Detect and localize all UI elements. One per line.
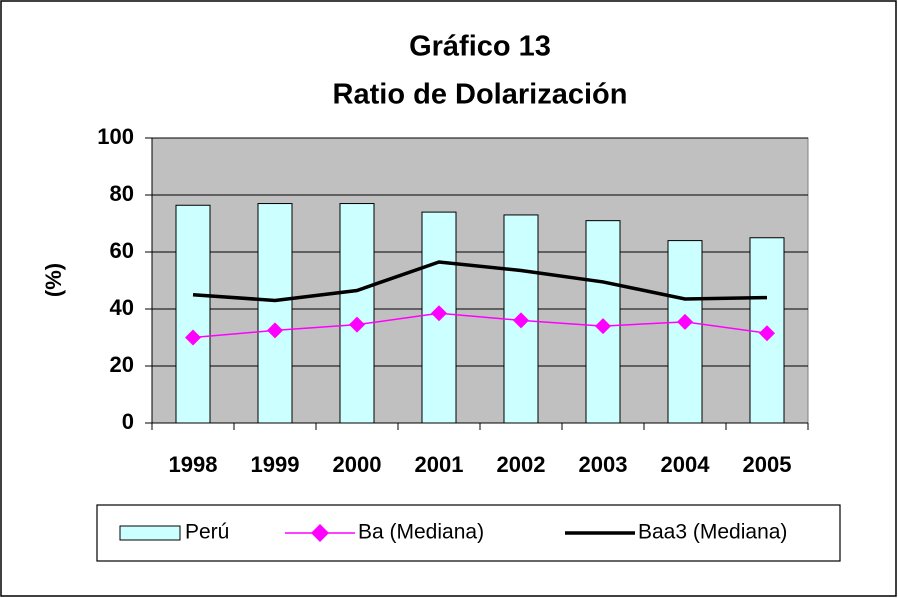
chart-subtitle: Ratio de Dolarización	[333, 79, 628, 111]
x-tick-label: 2000	[333, 452, 382, 477]
y-tick-label: 100	[97, 124, 134, 149]
line	[192, 312, 768, 339]
point	[759, 325, 775, 342]
point	[595, 318, 611, 335]
legend-box	[96, 504, 841, 562]
x-tick-label: 2005	[743, 452, 792, 477]
x-tick-label: 2001	[415, 452, 464, 477]
bar	[257, 203, 293, 424]
legend-label: Baa3 (Mediana)	[638, 521, 787, 544]
point	[677, 313, 693, 330]
y-tick-label: 60	[110, 238, 134, 263]
legend-label: Perú	[185, 521, 229, 544]
x-tick-label: 1999	[251, 452, 300, 477]
point	[267, 322, 283, 339]
x-tick-label: 2004	[661, 452, 711, 477]
legend-label: Ba (Mediana)	[358, 521, 484, 544]
bar	[175, 204, 211, 424]
x-tick-label: 2003	[579, 452, 628, 477]
bar	[667, 240, 703, 424]
point	[431, 305, 447, 322]
legend-marker	[311, 524, 329, 542]
y-axis-label: (%)	[41, 263, 66, 297]
point	[185, 329, 201, 346]
y-tick-label: 80	[110, 181, 134, 206]
x-tick-label: 2002	[497, 452, 546, 477]
y-tick-label: 20	[110, 352, 134, 377]
line	[192, 260, 768, 303]
point	[349, 316, 365, 333]
legend-swatch	[119, 525, 181, 541]
chart-title: Gráfico 13	[409, 31, 551, 63]
plot-area	[151, 137, 809, 424]
bar	[339, 203, 375, 424]
y-tick-label: 0	[122, 409, 134, 434]
x-tick-label: 1998	[169, 452, 218, 477]
y-tick-label: 40	[110, 295, 134, 320]
point	[513, 312, 529, 329]
